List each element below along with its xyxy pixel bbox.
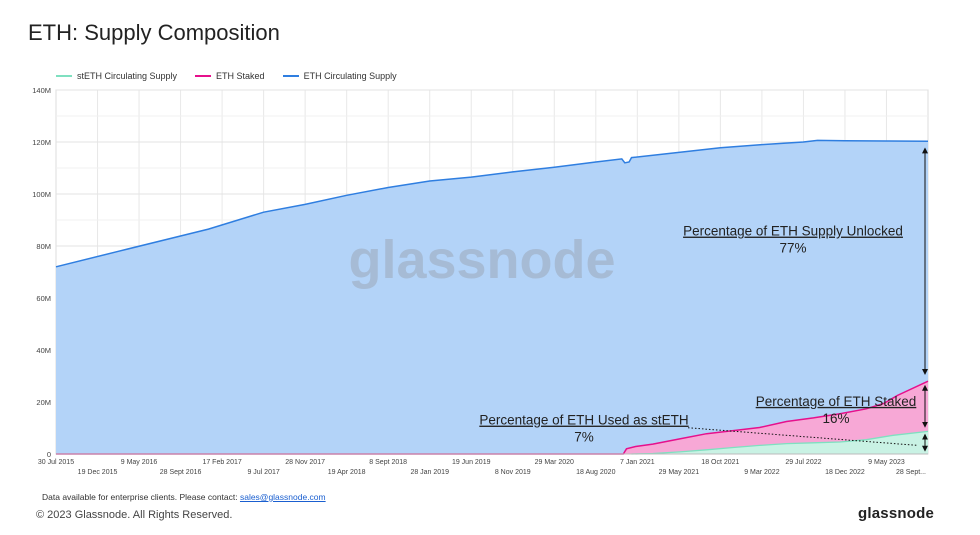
legend-swatch-circulating bbox=[282, 75, 299, 77]
legend-item-circulating[interactable]: ETH Circulating Supply bbox=[282, 71, 397, 81]
annotation-staked-value: 16% bbox=[822, 411, 849, 426]
x-tick-label: 18 Dec 2022 bbox=[825, 469, 865, 476]
x-tick-label: 30 Jul 2015 bbox=[38, 459, 74, 466]
watermark: glassnode bbox=[348, 230, 615, 290]
y-tick-label: 20M bbox=[36, 398, 51, 407]
legend-item-staked[interactable]: ETH Staked bbox=[195, 71, 265, 81]
area-steth-circulating-supply bbox=[631, 431, 928, 454]
x-tick-label: 29 Mar 2020 bbox=[535, 459, 574, 466]
annotation-unlocked-label: Percentage of ETH Supply Unlocked bbox=[683, 224, 903, 239]
area-eth-staked bbox=[56, 381, 928, 454]
line-eth-staked bbox=[56, 380, 929, 455]
x-tick-label: 7 Jan 2021 bbox=[620, 459, 655, 466]
legend-label-staked: ETH Staked bbox=[216, 71, 265, 81]
x-tick-labels: 30 Jul 2015 9 May 2016 17 Feb 2017 28 Nov 2… bbox=[38, 459, 926, 476]
y-tick-label: 120M bbox=[32, 138, 51, 147]
x-tick-label: 9 Jul 2017 bbox=[247, 469, 279, 476]
x-tick-label: 29 May 2021 bbox=[659, 469, 700, 476]
footer-note: Data available for enterprise clients. P… bbox=[42, 492, 326, 502]
annotation-steth-value: 7% bbox=[574, 430, 594, 445]
page-title: ETH: Supply Composition bbox=[28, 20, 280, 45]
legend-swatch-steth bbox=[56, 75, 72, 77]
x-tick-label: 19 Dec 2015 bbox=[78, 469, 118, 476]
x-tick-label: 19 Apr 2018 bbox=[328, 469, 366, 476]
x-tick-label: 9 May 2023 bbox=[868, 459, 905, 466]
legend-item-steth[interactable]: stETH Circulating Supply bbox=[56, 71, 177, 81]
x-tick-label: 18 Oct 2021 bbox=[701, 459, 739, 466]
x-tick-label: 28 Sept 2016 bbox=[160, 469, 202, 476]
x-tick-label: 28 Sept... bbox=[896, 469, 926, 476]
y-tick-label: 140M bbox=[32, 86, 51, 95]
line-steth-circulating-supply bbox=[631, 430, 929, 455]
annotation-steth-label: Percentage of ETH Used as stETH bbox=[479, 413, 688, 428]
x-tick-label: 29 Jul 2022 bbox=[785, 459, 821, 466]
line-eth-circulating-supply bbox=[55, 139, 929, 268]
supply-chart: 0 20M 40M 60M 80M 100M 120M 140M glassnode 30 Jul… bbox=[32, 86, 929, 476]
area-eth-circulating-supply bbox=[56, 140, 928, 454]
x-tick-label: 9 Mar 2022 bbox=[744, 469, 780, 476]
copyright: © 2023 Glassnode. All Rights Reserved. bbox=[36, 509, 233, 521]
y-tick-label: 0 bbox=[47, 450, 51, 459]
y-tick-label: 100M bbox=[32, 190, 51, 199]
x-tick-label: 17 Feb 2017 bbox=[202, 459, 241, 466]
annotation-unlocked-value: 77% bbox=[779, 241, 806, 256]
contact-email-link[interactable]: sales@glassnode.com bbox=[239, 492, 326, 502]
chart-legend: stETH Circulating Supply ETH Staked ETH … bbox=[56, 71, 397, 81]
brand-logo-text: glassnode bbox=[858, 505, 934, 522]
y-tick-label: 60M bbox=[36, 294, 51, 303]
annotations: Percentage of ETH Supply Unlocked 77% Perc… bbox=[479, 224, 916, 445]
x-tick-label: 28 Jan 2019 bbox=[410, 469, 449, 476]
legend-label-steth: stETH Circulating Supply bbox=[77, 71, 178, 81]
x-tick-label: 19 Jun 2019 bbox=[452, 459, 491, 466]
footer-note-text: Data available for enterprise clients. P… bbox=[42, 492, 240, 502]
x-tick-label: 9 May 2016 bbox=[121, 459, 158, 466]
legend-label-circulating: ETH Circulating Supply bbox=[303, 71, 397, 81]
legend-swatch-staked bbox=[195, 75, 212, 77]
y-tick-label: 80M bbox=[36, 242, 51, 251]
x-tick-label: 8 Sept 2018 bbox=[369, 459, 407, 466]
x-tick-label: 28 Nov 2017 bbox=[285, 459, 325, 466]
x-tick-label: 8 Nov 2019 bbox=[495, 469, 531, 476]
x-tick-label: 18 Aug 2020 bbox=[576, 469, 615, 476]
annotation-staked-label: Percentage of ETH Staked bbox=[756, 394, 917, 409]
y-tick-label: 40M bbox=[36, 346, 51, 355]
